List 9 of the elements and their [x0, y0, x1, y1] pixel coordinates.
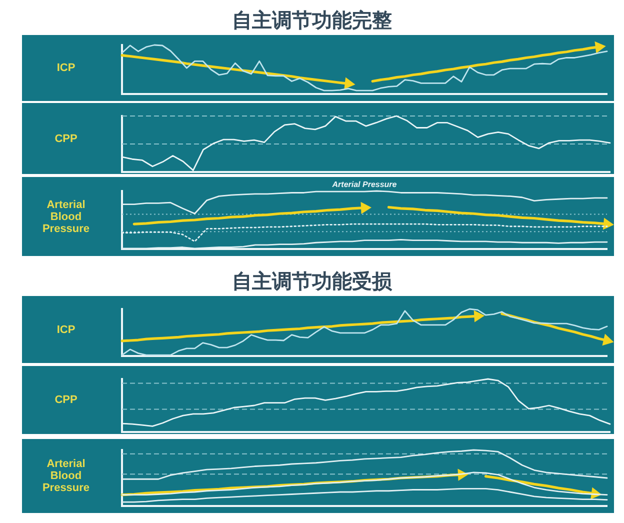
y-axis-title: CPP	[54, 132, 78, 144]
y-axis-title: Arterial Blood Pressure	[41, 458, 91, 494]
y-axis-title: ICP	[56, 324, 76, 336]
y-axis-title: ICP	[56, 62, 76, 74]
chart-title: 自主调节功能受损	[231, 269, 393, 293]
y-axis-title: CPP	[54, 394, 78, 406]
y-axis-title: Arterial Blood Pressure	[41, 198, 91, 234]
text: Arterial Pressure	[331, 180, 398, 190]
chart-title: 自主调节功能完整	[231, 8, 393, 32]
